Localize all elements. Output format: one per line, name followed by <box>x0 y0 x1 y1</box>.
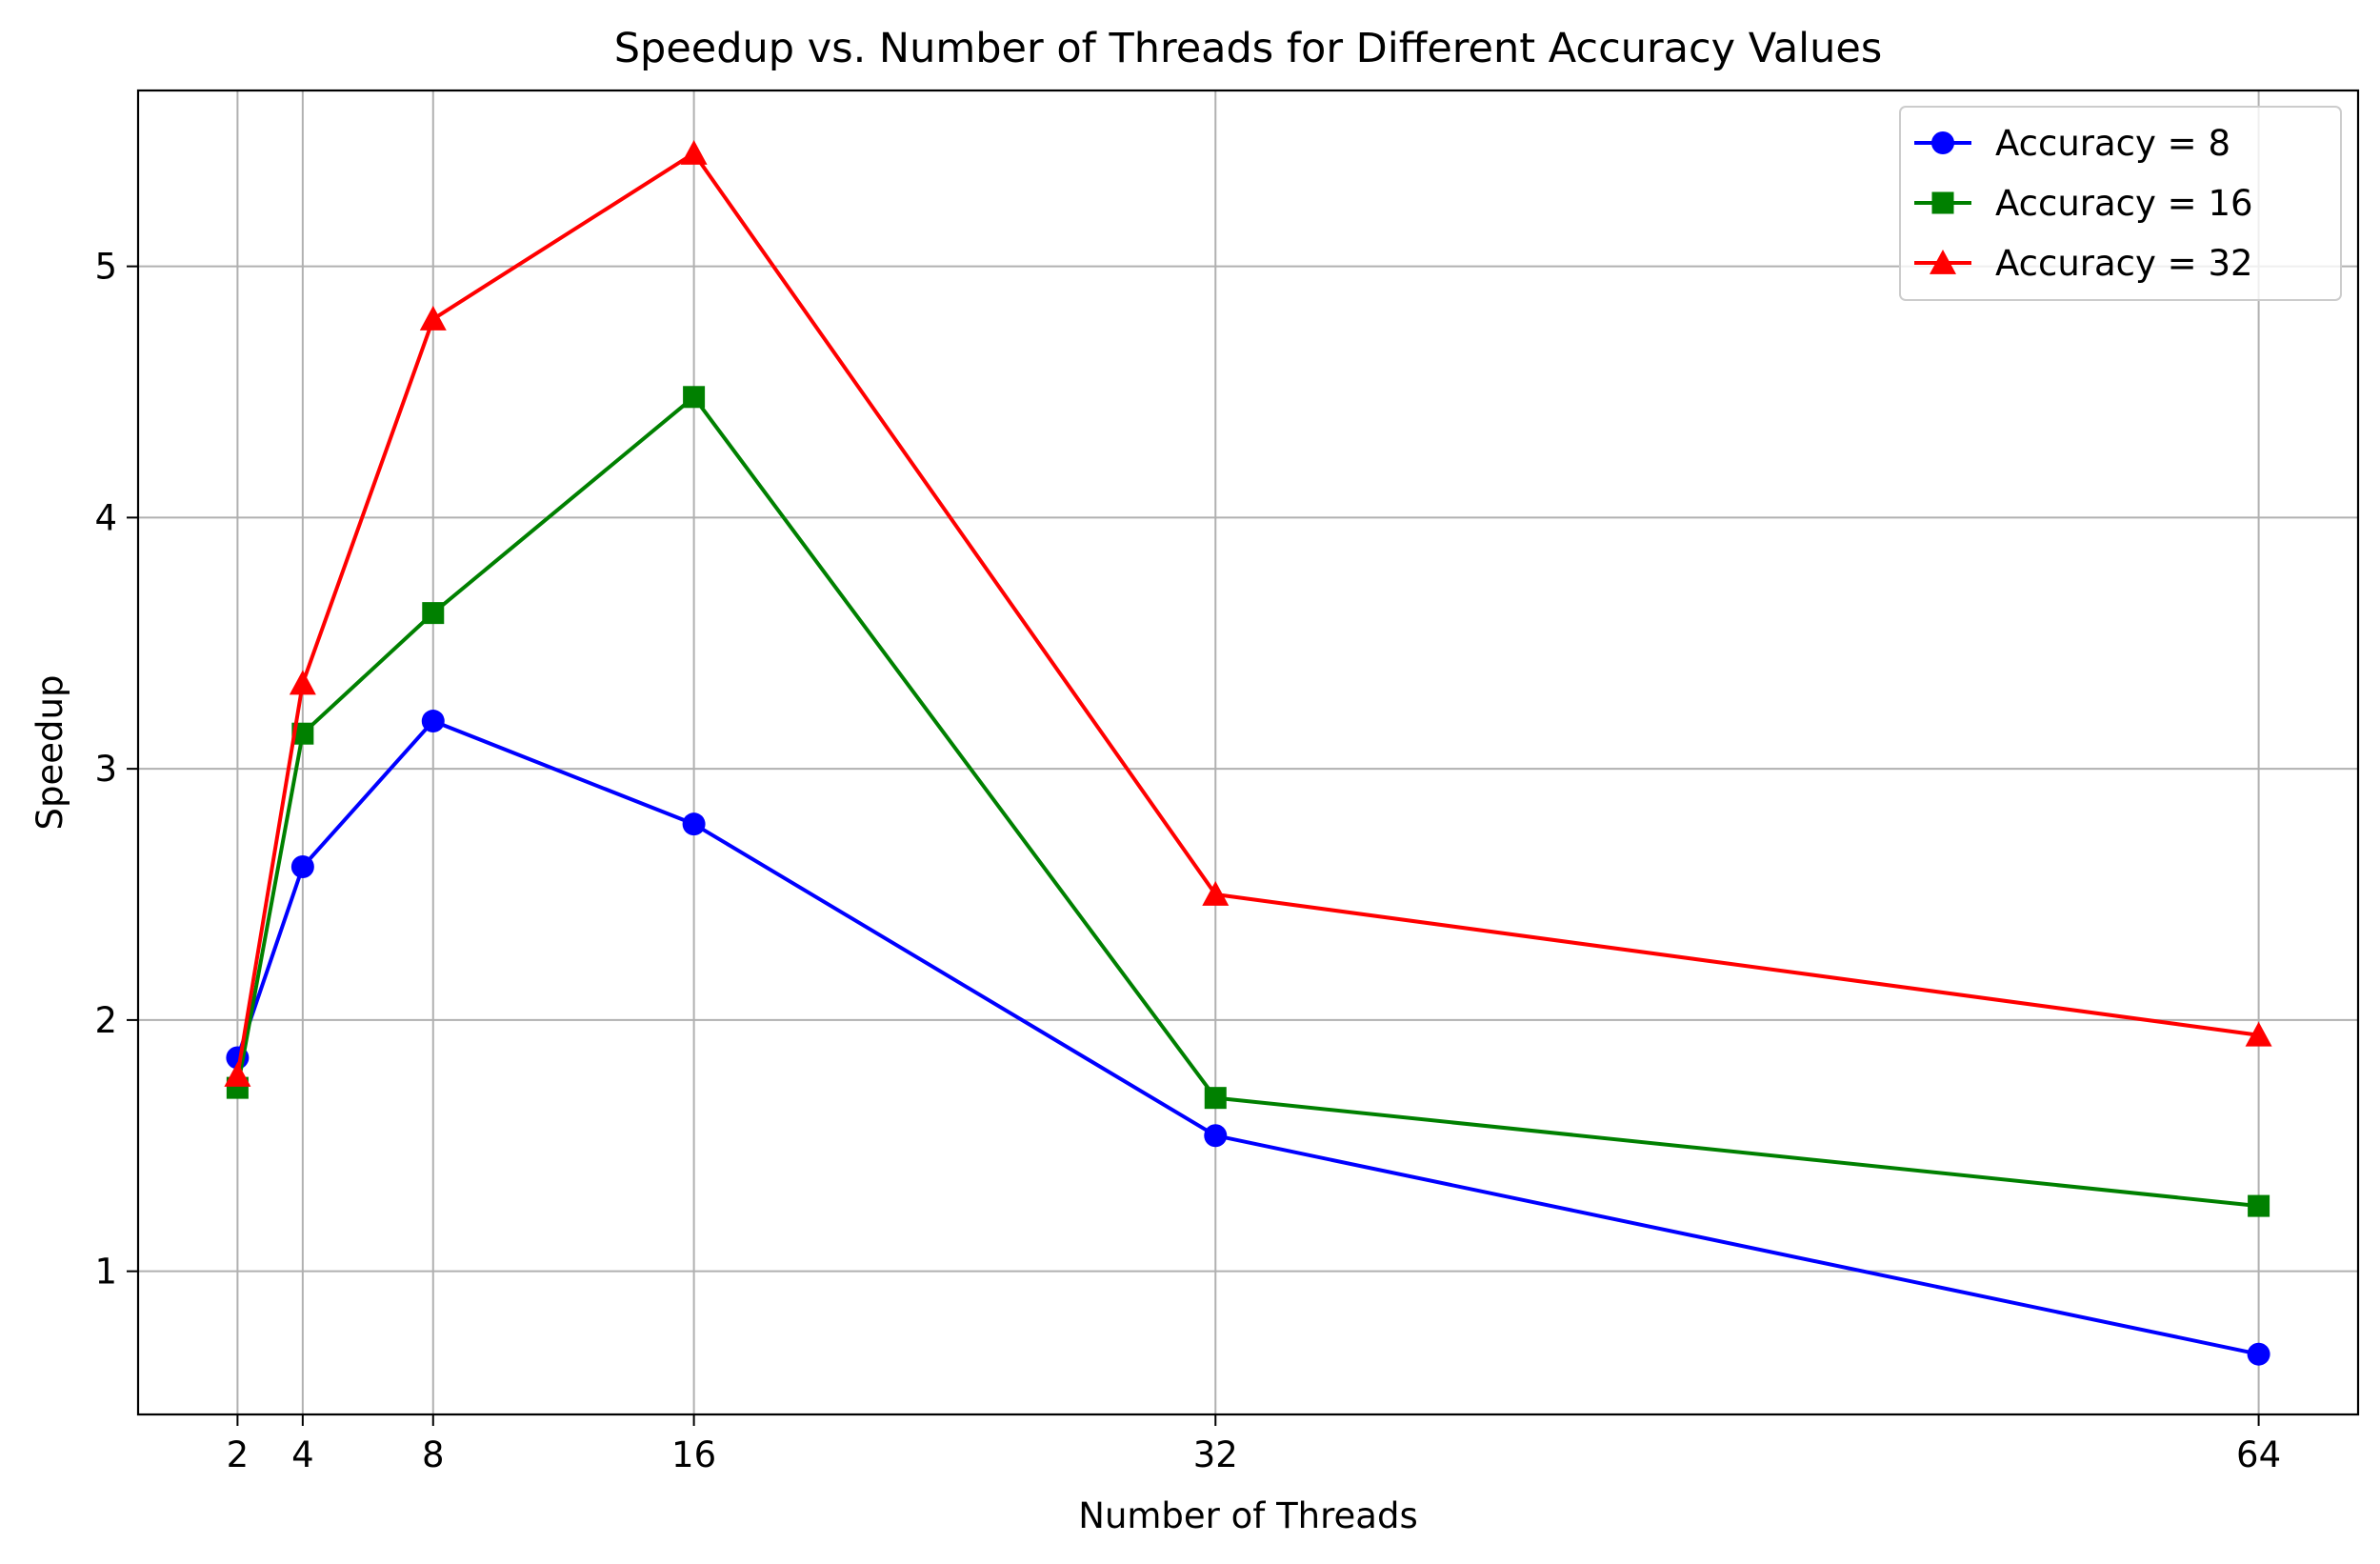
x-axis-label: Number of Threads <box>1078 1495 1417 1536</box>
data-point-marker <box>2245 1021 2272 1047</box>
legend-marker <box>1931 131 1954 154</box>
x-tick-label: 32 <box>1193 1434 1238 1475</box>
data-point-marker <box>289 670 316 695</box>
data-point-marker <box>1202 881 1230 906</box>
legend-entry: Accuracy = 8 <box>1914 123 2230 164</box>
x-tick-label: 64 <box>2236 1434 2281 1475</box>
x-tick-label: 8 <box>422 1434 445 1475</box>
legend-box <box>1899 106 2342 301</box>
legend-label: Accuracy = 16 <box>1995 183 2253 224</box>
data-point-marker <box>682 812 706 836</box>
data-point-marker <box>680 139 708 165</box>
x-tick-label: 4 <box>291 1434 314 1475</box>
x-tick-label: 2 <box>227 1434 250 1475</box>
data-point-marker <box>291 722 314 745</box>
data-point-marker <box>683 386 706 409</box>
data-point-marker <box>224 1061 251 1087</box>
data-point-marker <box>2248 1194 2270 1217</box>
series-accuracy-1 <box>226 386 2270 1217</box>
legend-marker <box>1931 191 1954 214</box>
y-tick-label: 1 <box>94 1252 117 1293</box>
data-point-marker <box>421 710 445 733</box>
data-point-marker <box>419 306 447 331</box>
legend: Accuracy = 8 Accuracy = 16 Accuracy = 32 <box>1899 106 2342 301</box>
data-point-marker <box>2247 1342 2270 1366</box>
series-line <box>235 719 2260 1356</box>
x-tick-label: 16 <box>671 1434 716 1475</box>
legend-label: Accuracy = 32 <box>1995 243 2253 284</box>
y-tick-label: 5 <box>94 247 117 288</box>
y-tick-label: 3 <box>94 749 117 790</box>
series-line <box>235 394 2259 1209</box>
series-layer <box>224 139 2272 1366</box>
data-point-marker <box>1204 1087 1227 1110</box>
chart-title: Speedup vs. Number of Threads for Differ… <box>614 25 1883 72</box>
legend-label: Accuracy = 8 <box>1995 123 2230 164</box>
y-tick-label: 4 <box>94 497 117 538</box>
plot-frame <box>136 89 2360 1416</box>
legend-entry: Accuracy = 16 <box>1914 183 2253 224</box>
legend-marker <box>1930 250 1956 274</box>
series-line <box>235 150 2259 1076</box>
legend-entry: Accuracy = 32 <box>1914 243 2253 284</box>
data-point-marker <box>290 855 314 879</box>
y-tick-label: 2 <box>94 1000 117 1041</box>
data-point-marker <box>422 602 445 625</box>
data-point-marker <box>1204 1124 1228 1148</box>
y-axis-label: Speedup <box>30 675 70 831</box>
series-accuracy-2 <box>224 139 2272 1087</box>
